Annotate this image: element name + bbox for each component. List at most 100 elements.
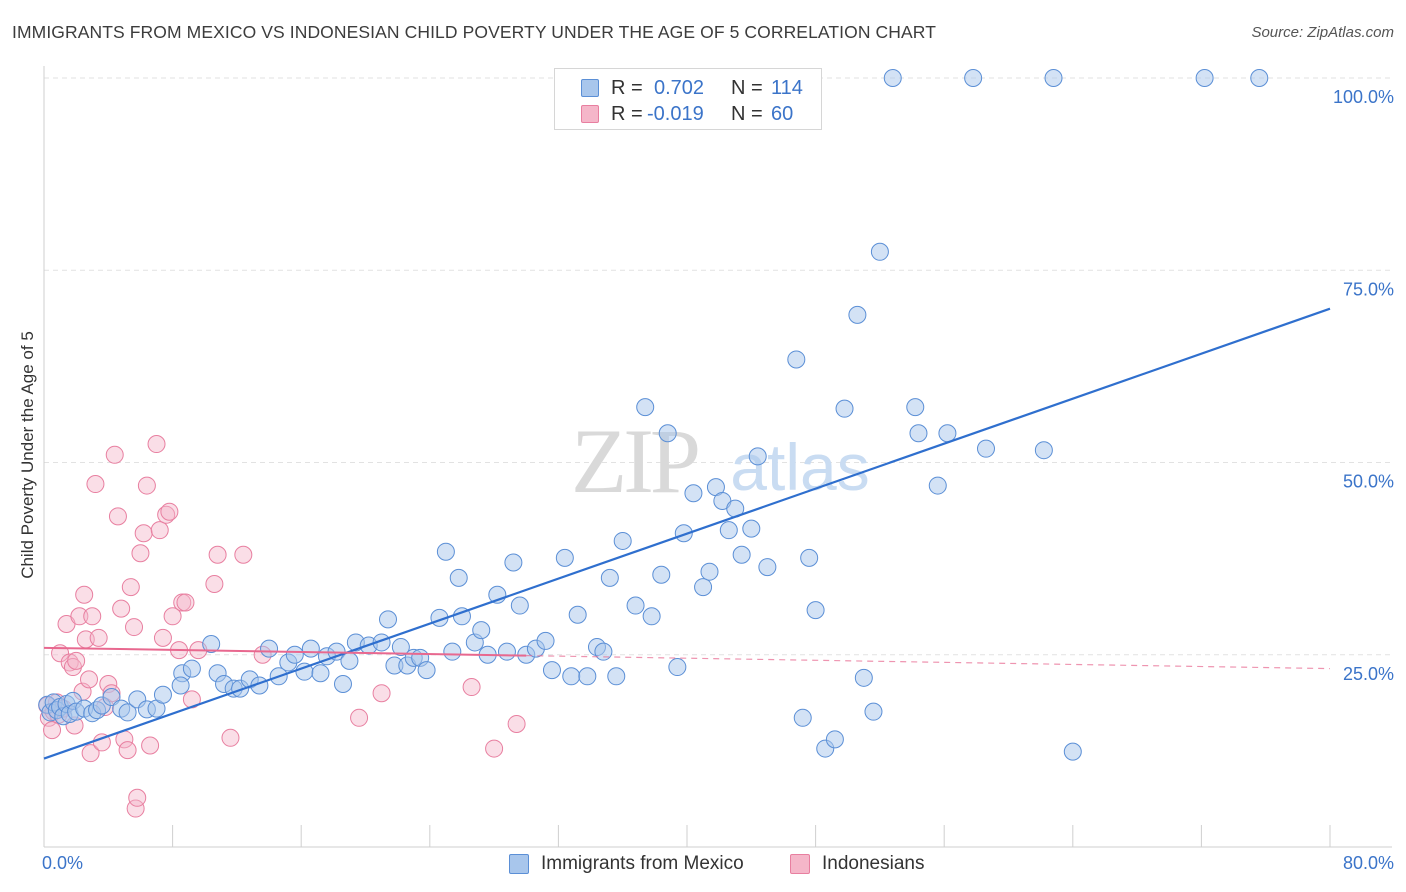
y-tick-label: 50.0% bbox=[1343, 472, 1394, 492]
indonesians-point bbox=[205, 575, 224, 594]
legend-label-indonesians: Indonesians bbox=[822, 853, 925, 874]
indonesians-point bbox=[128, 788, 147, 807]
mexico-point bbox=[472, 621, 491, 640]
mexico-point bbox=[742, 519, 761, 538]
mexico-point bbox=[311, 664, 330, 683]
indonesians-point bbox=[81, 744, 100, 763]
mexico-point bbox=[1044, 69, 1063, 87]
mexico-point bbox=[938, 424, 957, 443]
indonesians-point bbox=[153, 628, 172, 647]
mexico-point bbox=[1195, 69, 1214, 87]
n-value: 60 bbox=[771, 103, 794, 125]
indonesians-trend-line bbox=[43, 646, 527, 657]
stats-row-mexico: R = 0.702 N = 114 bbox=[555, 75, 821, 101]
trend-lines bbox=[43, 307, 1331, 760]
axes bbox=[43, 66, 1392, 848]
mexico-point bbox=[652, 565, 671, 584]
indonesians-point bbox=[163, 607, 182, 626]
mexico-swatch bbox=[581, 79, 599, 97]
indonesians-point bbox=[67, 651, 86, 670]
indonesians-point bbox=[462, 678, 481, 697]
watermark: ZIP atlas bbox=[571, 410, 870, 512]
watermark-zip: ZIP bbox=[571, 410, 698, 512]
mexico-point bbox=[1250, 69, 1269, 87]
mexico-point bbox=[658, 424, 677, 443]
mexico-point bbox=[835, 399, 854, 418]
indonesians-point bbox=[89, 628, 108, 647]
indonesians-point bbox=[137, 476, 156, 495]
indonesians-point bbox=[141, 736, 160, 755]
mexico-point bbox=[909, 424, 928, 443]
mexico-point bbox=[182, 659, 201, 678]
mexico-point bbox=[800, 548, 819, 567]
mexico-point bbox=[1063, 742, 1082, 761]
indonesians-point bbox=[234, 545, 253, 564]
mexico-point bbox=[642, 607, 661, 626]
r-label: R = bbox=[611, 77, 643, 99]
indonesians-swatch bbox=[581, 105, 599, 123]
watermark-atlas: atlas bbox=[730, 430, 869, 504]
r-label: R = bbox=[611, 103, 643, 125]
stats-box: R = 0.702 N = 114 R = -0.019 N = 60 bbox=[554, 68, 822, 130]
indonesians-point bbox=[131, 544, 150, 563]
mexico-point bbox=[636, 398, 655, 417]
x-tick-label: 80.0% bbox=[1343, 853, 1394, 873]
n-value: 114 bbox=[771, 77, 803, 99]
mexico-point bbox=[906, 398, 925, 417]
indonesians-point bbox=[105, 445, 124, 464]
indonesians-point bbox=[372, 684, 391, 703]
mexico-point bbox=[976, 439, 995, 458]
indonesians-point bbox=[147, 435, 166, 454]
indonesians-point bbox=[83, 607, 102, 626]
mexico-point bbox=[379, 610, 398, 629]
mexico-point bbox=[825, 730, 844, 749]
mexico-point bbox=[417, 661, 436, 680]
mexico-point bbox=[578, 667, 597, 686]
mexico-point bbox=[674, 524, 693, 543]
mexico-point bbox=[748, 447, 767, 466]
mexico-point bbox=[594, 642, 613, 661]
mexico-point bbox=[700, 562, 719, 581]
legend-swatch-mexico bbox=[509, 854, 529, 874]
legend-label-mexico: Immigrants from Mexico bbox=[541, 853, 744, 874]
mexico-point bbox=[848, 305, 867, 324]
mexico-point bbox=[806, 601, 825, 620]
indonesians-point bbox=[176, 593, 195, 612]
indonesians-point bbox=[118, 741, 137, 760]
mexico-point bbox=[285, 645, 304, 664]
r-value: 0.702 bbox=[654, 77, 705, 99]
mexico-point bbox=[510, 596, 529, 615]
mexico-point bbox=[668, 658, 687, 677]
indonesians-point bbox=[157, 505, 176, 524]
mexico-point bbox=[732, 545, 751, 564]
legend-swatch-indonesians bbox=[790, 854, 810, 874]
mexico-point bbox=[684, 484, 703, 503]
mexico-point bbox=[607, 667, 626, 686]
y-tick-label: 25.0% bbox=[1343, 664, 1394, 684]
indonesians-point bbox=[350, 708, 369, 727]
indonesians-points bbox=[38, 435, 526, 818]
indonesians-point bbox=[112, 599, 131, 618]
source-label: Source: ZipAtlas.com bbox=[1251, 24, 1394, 41]
mexico-point bbox=[333, 674, 352, 693]
mexico-point bbox=[504, 553, 523, 572]
mexico-point bbox=[536, 631, 555, 650]
indonesians-point bbox=[108, 507, 127, 526]
mexico-point bbox=[626, 596, 645, 615]
mexico-point bbox=[1034, 441, 1053, 460]
mexico-point bbox=[928, 476, 947, 495]
mexico-point bbox=[883, 69, 902, 87]
y-axis-label: Child Poverty Under the Age of 5 bbox=[18, 331, 37, 579]
grid-lines bbox=[44, 77, 1392, 656]
indonesians-point bbox=[75, 585, 94, 604]
mexico-point bbox=[719, 521, 738, 540]
r-value: -0.019 bbox=[647, 103, 704, 125]
indonesians-trend-extension bbox=[526, 655, 1331, 670]
indonesians-point bbox=[80, 670, 99, 689]
mexico-point bbox=[260, 639, 279, 658]
mexico-point bbox=[555, 548, 574, 567]
mexico-point bbox=[542, 661, 561, 680]
indonesians-point bbox=[485, 739, 504, 758]
mexico-point bbox=[864, 702, 883, 721]
